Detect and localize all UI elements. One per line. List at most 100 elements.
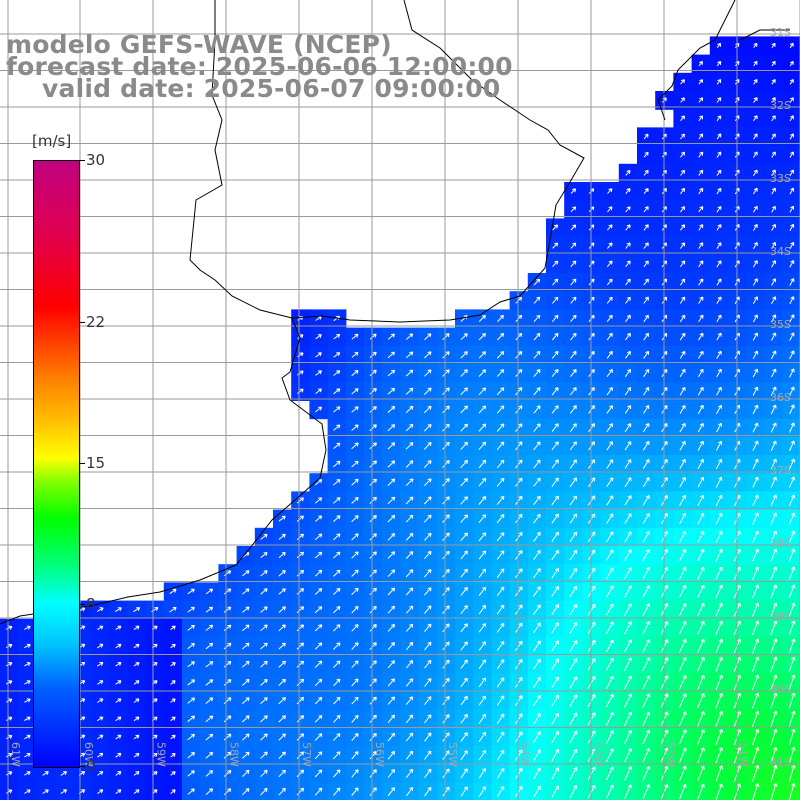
wind-arrow (170, 789, 176, 794)
wind-arrow (788, 476, 796, 488)
wind-arrow (643, 242, 649, 249)
wind-arrow (170, 643, 176, 649)
wind-arrow (698, 79, 704, 85)
wind-arrow (697, 440, 704, 451)
wind-arrow (752, 187, 758, 195)
wind-arrow (442, 641, 450, 651)
wind-arrow (716, 368, 722, 378)
wind-arrow (497, 314, 504, 322)
wind-arrow (369, 551, 377, 559)
wind-arrow (387, 387, 396, 395)
wind-arrow (533, 767, 541, 780)
wind-arrow (515, 405, 523, 414)
wind-arrow (260, 733, 268, 741)
wind-arrow (260, 552, 268, 559)
wind-arrow (187, 624, 195, 631)
wind-arrow (278, 787, 286, 796)
wind-arrow (460, 405, 468, 414)
wind-arrow (697, 729, 705, 745)
wind-arrow (424, 623, 432, 633)
wind-arrow (752, 512, 759, 525)
wind-arrow (533, 785, 541, 798)
wind-arrow (460, 496, 468, 505)
wind-arrow (770, 783, 778, 800)
wind-arrow (624, 675, 633, 690)
wind-arrow (205, 642, 214, 650)
colorbar-tick-mark (79, 766, 85, 767)
wind-arrow (715, 566, 723, 580)
wind-arrow (260, 660, 268, 668)
wind-arrow (624, 603, 632, 616)
model-title: modelo GEFS-WAVE (NCEP) (6, 30, 392, 59)
wind-arrow (223, 715, 232, 723)
wind-arrow (770, 368, 777, 378)
wind-arrow (405, 478, 414, 487)
wind-arrow (405, 369, 414, 377)
latitude-label: 38S (770, 537, 791, 550)
wind-arrow (115, 680, 122, 685)
wind-arrow (605, 549, 614, 561)
wind-arrow (114, 607, 122, 613)
wind-arrow (697, 783, 705, 800)
wind-arrow (351, 388, 359, 395)
wind-arrow (405, 587, 414, 596)
wind-arrow (642, 784, 651, 799)
wind-arrow (296, 678, 305, 687)
wind-arrow (515, 459, 523, 469)
wind-arrow (716, 386, 722, 396)
wind-arrow (387, 769, 395, 778)
wind-arrow (551, 640, 559, 652)
wind-arrow (387, 460, 396, 468)
wind-arrow (551, 785, 560, 798)
wind-arrow (315, 352, 322, 358)
wind-arrow (133, 607, 141, 613)
wind-arrow (697, 368, 704, 378)
wind-arrow (351, 497, 359, 504)
wind-arrow (424, 732, 432, 742)
wind-arrow (752, 783, 760, 800)
wind-arrow (351, 624, 359, 632)
wind-arrow (442, 732, 450, 742)
wind-arrow (24, 771, 31, 776)
wind-arrow (460, 423, 468, 432)
wind-arrow (551, 567, 559, 579)
wind-arrow (533, 586, 541, 597)
wind-arrow (278, 769, 286, 778)
wind-arrow (716, 314, 722, 323)
wind-arrow (752, 674, 760, 691)
wind-arrow (387, 351, 396, 359)
wind-arrow (478, 623, 487, 633)
wind-arrow (314, 497, 323, 504)
wind-arrow (387, 569, 396, 578)
wind-arrow (770, 656, 778, 672)
wind-arrow (643, 151, 649, 158)
wind-arrow (405, 768, 414, 779)
wind-arrow (351, 587, 359, 596)
wind-arrow (296, 642, 305, 650)
wind-arrow (624, 423, 632, 433)
wind-arrow (789, 296, 795, 305)
wind-arrow (133, 716, 140, 722)
wind-arrow (678, 765, 687, 782)
wind-arrow (551, 604, 559, 616)
wind-arrow (551, 350, 559, 359)
wind-arrow (716, 60, 722, 67)
wind-arrow (405, 351, 414, 359)
wind-arrow (752, 278, 758, 286)
wind-arrow (24, 643, 31, 649)
wind-arrow (552, 260, 559, 268)
wind-arrow (478, 459, 487, 469)
wind-arrow (496, 713, 505, 725)
wind-arrow (570, 332, 577, 341)
wind-arrow (351, 533, 359, 541)
wind-arrow (715, 765, 723, 782)
wind-arrow (642, 711, 651, 727)
wind-arrow (478, 369, 487, 377)
wind-arrow (241, 715, 250, 723)
wind-arrow (24, 680, 31, 685)
wind-arrow (333, 352, 341, 358)
wind-arrow (496, 369, 505, 377)
wind-arrow (605, 766, 614, 781)
wind-arrow (351, 370, 359, 377)
